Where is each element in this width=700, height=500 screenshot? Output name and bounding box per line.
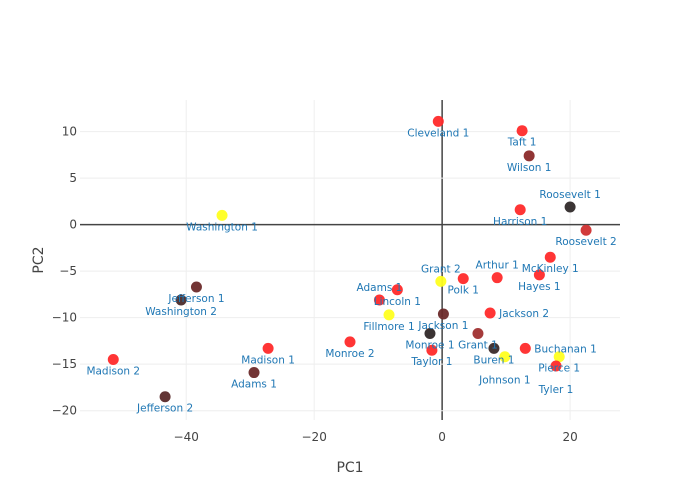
y-axis-title: PC2 [31, 246, 47, 273]
y-tick-label: 0 [69, 218, 77, 232]
y-tick-label: −5 [59, 264, 77, 278]
data-point[interactable] [564, 201, 576, 213]
data-point[interactable] [426, 344, 438, 356]
data-point[interactable] [544, 251, 556, 263]
point-label: Grant 2 [421, 263, 461, 275]
point-label: Polk 1 [448, 285, 479, 297]
data-point[interactable] [472, 327, 484, 339]
data-point[interactable] [516, 125, 528, 137]
point-label: Roosevelt 1 [539, 189, 600, 201]
data-point[interactable] [514, 204, 526, 216]
point-label: Monroe 2 [325, 348, 374, 360]
point-label: Jefferson 1 [167, 293, 224, 305]
data-point[interactable] [373, 294, 385, 306]
point-label: Pierce 1 [538, 363, 580, 375]
data-point[interactable] [488, 342, 500, 354]
point-label: Madison 2 [86, 366, 140, 378]
point-label: Harrison 1 [493, 216, 547, 228]
data-point[interactable] [550, 360, 562, 372]
point-label: Jackson 2 [498, 308, 549, 320]
y-tick-label: −10 [52, 311, 77, 325]
data-point[interactable] [248, 367, 260, 379]
point-label: Lincoln 1 [374, 296, 421, 308]
data-point[interactable] [491, 272, 503, 284]
point-label: Grant 1 [458, 339, 498, 351]
data-point[interactable] [580, 224, 592, 236]
y-axis-ticks: 10 5 0 −5 −10 −15 −20 [52, 125, 77, 418]
x-tick-label: −20 [302, 430, 327, 444]
point-label: Monroe 1 [405, 339, 454, 351]
point-label: Tyler 1 [538, 384, 574, 396]
data-point[interactable] [262, 342, 274, 354]
data-point[interactable] [424, 327, 436, 339]
data-point[interactable] [533, 269, 545, 281]
data-points [107, 115, 592, 403]
data-point[interactable] [437, 308, 449, 320]
data-point[interactable] [553, 351, 565, 363]
point-label: Arthur 1 [476, 260, 519, 272]
point-label: Adams 1 [357, 282, 403, 294]
point-label: Madison 1 [241, 354, 295, 366]
data-point[interactable] [159, 391, 171, 403]
point-labels: Cleveland 1 Taft 1 Wilson 1 Harrison 1 Roose… [86, 127, 616, 414]
data-point[interactable] [216, 209, 228, 221]
point-label: Jackson 1 [417, 320, 468, 332]
x-tick-label: −40 [174, 430, 199, 444]
point-label: Buren 1 [473, 354, 514, 366]
x-axis-ticks: −40 −20 0 20 [174, 430, 578, 444]
data-point[interactable] [484, 307, 496, 319]
point-label: Buchanan 1 [534, 343, 596, 355]
point-label: Cleveland 1 [407, 127, 469, 139]
point-label: Taft 1 [507, 137, 537, 149]
data-point[interactable] [519, 342, 531, 354]
point-label: Adams 1 [231, 379, 277, 391]
point-label: Jefferson 2 [136, 403, 193, 415]
point-label: Hayes 1 [518, 281, 561, 293]
data-point[interactable] [190, 281, 202, 293]
data-point[interactable] [523, 150, 535, 162]
data-point[interactable] [499, 351, 511, 363]
point-label: Johnson 1 [478, 375, 530, 387]
data-point[interactable] [175, 294, 187, 306]
y-tick-label: −20 [52, 404, 77, 418]
x-tick-label: 20 [562, 430, 577, 444]
x-axis-title: PC1 [336, 460, 363, 476]
point-label: Fillmore 1 [363, 321, 414, 333]
y-tick-label: −15 [52, 357, 77, 371]
y-tick-label: 5 [69, 171, 77, 185]
point-label: Taylor 1 [410, 356, 452, 368]
point-label: Wilson 1 [507, 162, 552, 174]
point-label: Washington 1 [186, 221, 258, 233]
grid [80, 100, 620, 420]
data-point[interactable] [383, 309, 395, 321]
data-point[interactable] [344, 336, 356, 348]
data-point[interactable] [391, 284, 403, 296]
x-tick-label: 0 [438, 430, 446, 444]
point-label: Washington 2 [145, 306, 217, 318]
data-point[interactable] [432, 115, 444, 127]
data-point[interactable] [107, 354, 119, 366]
data-point[interactable] [457, 273, 469, 285]
data-point[interactable] [435, 275, 447, 287]
y-tick-label: 10 [62, 125, 77, 139]
point-label: Roosevelt 2 [555, 236, 616, 248]
point-label: McKinley 1 [522, 263, 579, 275]
